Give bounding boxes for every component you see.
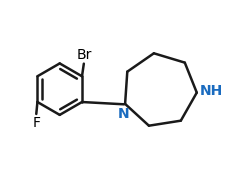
Text: F: F (32, 116, 40, 130)
Text: Br: Br (76, 48, 91, 62)
Text: NH: NH (199, 84, 222, 98)
Text: N: N (117, 107, 128, 121)
